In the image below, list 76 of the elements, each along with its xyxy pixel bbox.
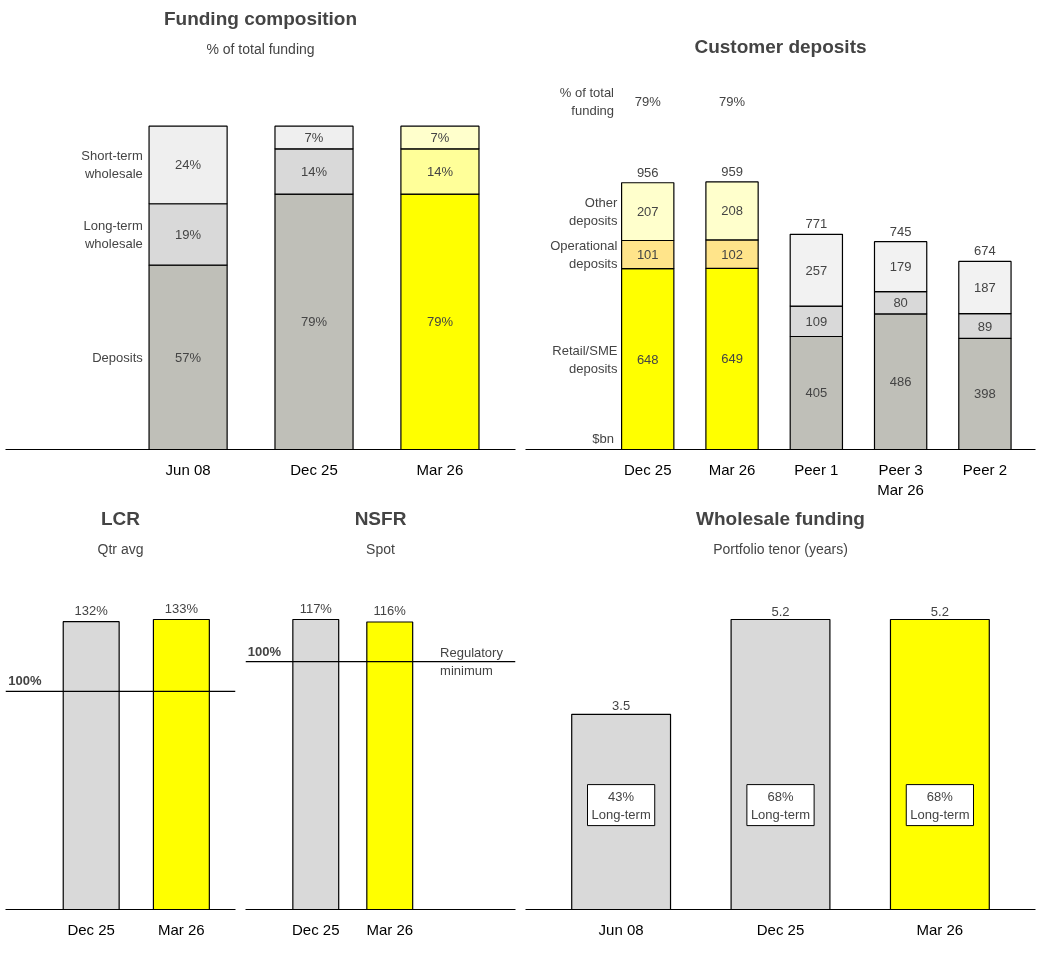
x-tick-label: Peer 2 (962, 460, 1008, 478)
total-label: 959 (721, 163, 743, 179)
x-tick-label: Mar 26 (416, 460, 464, 478)
chart-subtitle: Qtr avg (97, 540, 144, 557)
data-label: 89 (977, 318, 993, 334)
data-label: 486 (889, 374, 912, 390)
x-tick-label: Mar 26 (916, 920, 964, 938)
x-tick-label: Jun 08 (598, 920, 644, 938)
chart-subtitle: Portfolio tenor (years) (713, 540, 848, 557)
text: % of total funding (559, 85, 615, 119)
data-label: 257 (805, 262, 828, 278)
data-label: 207 (636, 204, 659, 220)
total-label: 745 (889, 223, 912, 239)
series-label: Retail/SME deposits (552, 342, 618, 376)
data-label: 14% (426, 163, 454, 179)
data-label: 5.2 (930, 603, 949, 619)
annotation: 68% Long-term (910, 788, 970, 822)
data-label: 648 (636, 351, 659, 367)
chart-title: Customer deposits (694, 35, 867, 57)
text: 79% (634, 94, 662, 110)
ref-line-label: 100% (8, 673, 42, 689)
total-label: 674 (974, 243, 996, 259)
data-label: 405 (805, 385, 828, 401)
data-label: 80 (893, 295, 908, 311)
x-tick-label: Dec 25 (292, 920, 340, 938)
data-label: 79% (426, 314, 454, 330)
data-label: 179 (889, 259, 912, 275)
data-label: 208 (721, 203, 743, 219)
data-label: 132% (74, 602, 109, 618)
x-tick-label: Dec 25 (623, 460, 672, 478)
data-label: 3.5 (612, 698, 631, 714)
chart-title: Funding composition (163, 7, 358, 29)
data-label: 649 (721, 351, 743, 367)
data-label: 398 (974, 386, 996, 402)
data-label: 102 (721, 246, 743, 262)
text: Regulatory minimum (440, 645, 504, 679)
data-label: 14% (301, 163, 328, 179)
ref-line-label: 100% (247, 643, 282, 659)
x-tick-label: Dec 25 (67, 920, 115, 938)
data-label: 79% (301, 314, 328, 330)
total-label: 956 (636, 164, 659, 180)
chart-title: NSFR (354, 507, 407, 529)
x-tick-label: Dec 25 (756, 920, 805, 938)
chart-title: LCR (100, 507, 141, 529)
total-label: 771 (805, 216, 828, 232)
data-label: 133% (164, 600, 199, 616)
x-tick-label: Mar 26 (366, 920, 414, 938)
series-label: Operational deposits (550, 238, 618, 272)
y-axis-title: $bn (592, 430, 615, 446)
data-label: 7% (430, 129, 450, 145)
series-label: Long-term wholesale (83, 217, 143, 251)
x-tick-label: Jun 08 (165, 460, 211, 478)
data-label: 24% (175, 157, 202, 173)
data-label: 187 (974, 280, 996, 296)
data-label: 117% (299, 600, 333, 616)
data-label: 109 (805, 313, 828, 329)
data-label: 57% (175, 349, 202, 365)
annotation: 43% Long-term (591, 788, 651, 822)
x-tick-label: Dec 25 (290, 460, 338, 478)
data-label: 116% (373, 602, 407, 618)
series-label: Deposits (92, 349, 144, 365)
data-label: 5.2 (771, 603, 790, 619)
chart-subtitle: % of total funding (206, 40, 315, 57)
x-tick-label: Mar 26 (158, 920, 205, 938)
data-label: 7% (304, 129, 324, 145)
x-tick-label: Mar 26 (708, 460, 756, 478)
x-tick-label: Peer 3 Mar 26 (877, 460, 924, 498)
annotation: 68% Long-term (750, 788, 811, 822)
chart-title: Wholesale funding (696, 507, 865, 529)
series-label: Other deposits (568, 195, 619, 229)
data-label: 101 (636, 247, 659, 263)
data-label: 19% (175, 226, 202, 242)
chart-subtitle: Spot (366, 540, 396, 557)
x-tick-label: Peer 1 (794, 460, 839, 478)
text: 79% (719, 94, 746, 110)
series-label: Short-term wholesale (81, 148, 143, 182)
